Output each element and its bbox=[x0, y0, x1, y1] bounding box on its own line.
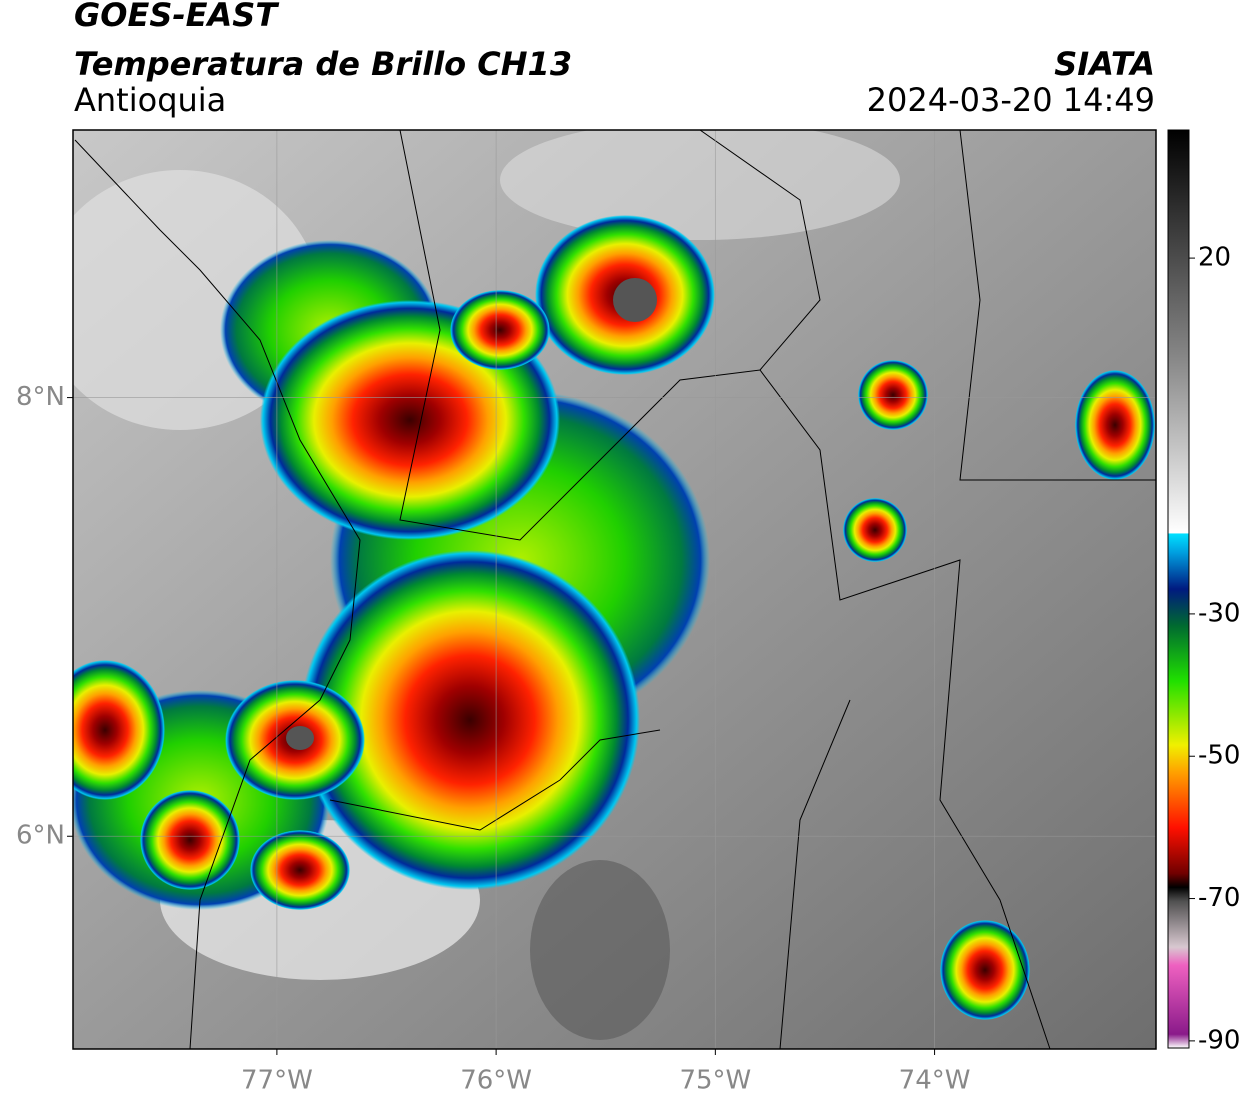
map-frame bbox=[72, 129, 1157, 1050]
y-tick-label: 6°N bbox=[16, 821, 65, 851]
storm bbox=[940, 920, 1030, 1020]
satellite-image bbox=[73, 130, 1156, 1049]
cloud bbox=[530, 860, 670, 1040]
source: SIATA bbox=[1054, 45, 1155, 83]
storm bbox=[858, 360, 928, 430]
colorbar-tick-label: -90 bbox=[1198, 1025, 1240, 1055]
cloud bbox=[500, 130, 900, 240]
colorbar bbox=[1167, 129, 1190, 1049]
x-tick-label: 77°W bbox=[241, 1066, 313, 1096]
storm bbox=[73, 660, 165, 800]
storm bbox=[250, 830, 350, 910]
overshoot bbox=[286, 726, 314, 750]
grid bbox=[73, 130, 1156, 1049]
storm bbox=[140, 790, 240, 890]
storm bbox=[450, 290, 550, 370]
colorbar-tick-label: -70 bbox=[1198, 883, 1240, 913]
region: Antioquia bbox=[74, 81, 226, 119]
x-tick-label: 74°W bbox=[899, 1066, 971, 1096]
title: GOES-EAST bbox=[74, 0, 279, 34]
y-tick-label: 8°N bbox=[16, 382, 65, 412]
storm bbox=[300, 550, 640, 890]
x-tick-label: 75°W bbox=[679, 1066, 751, 1096]
overshoot bbox=[613, 278, 657, 322]
subtitle: Temperatura de Brillo CH13 bbox=[74, 45, 572, 83]
colorbar-tick-label: -30 bbox=[1198, 598, 1240, 628]
timestamp: 2024-03-20 14:49 bbox=[867, 81, 1155, 119]
storm bbox=[843, 498, 907, 562]
storm bbox=[1075, 370, 1155, 480]
colorbar-tick-label: 20 bbox=[1198, 243, 1231, 273]
borders bbox=[74, 130, 1156, 1049]
colorbar-tick-label: -50 bbox=[1198, 741, 1240, 771]
x-tick-label: 76°W bbox=[460, 1066, 532, 1096]
